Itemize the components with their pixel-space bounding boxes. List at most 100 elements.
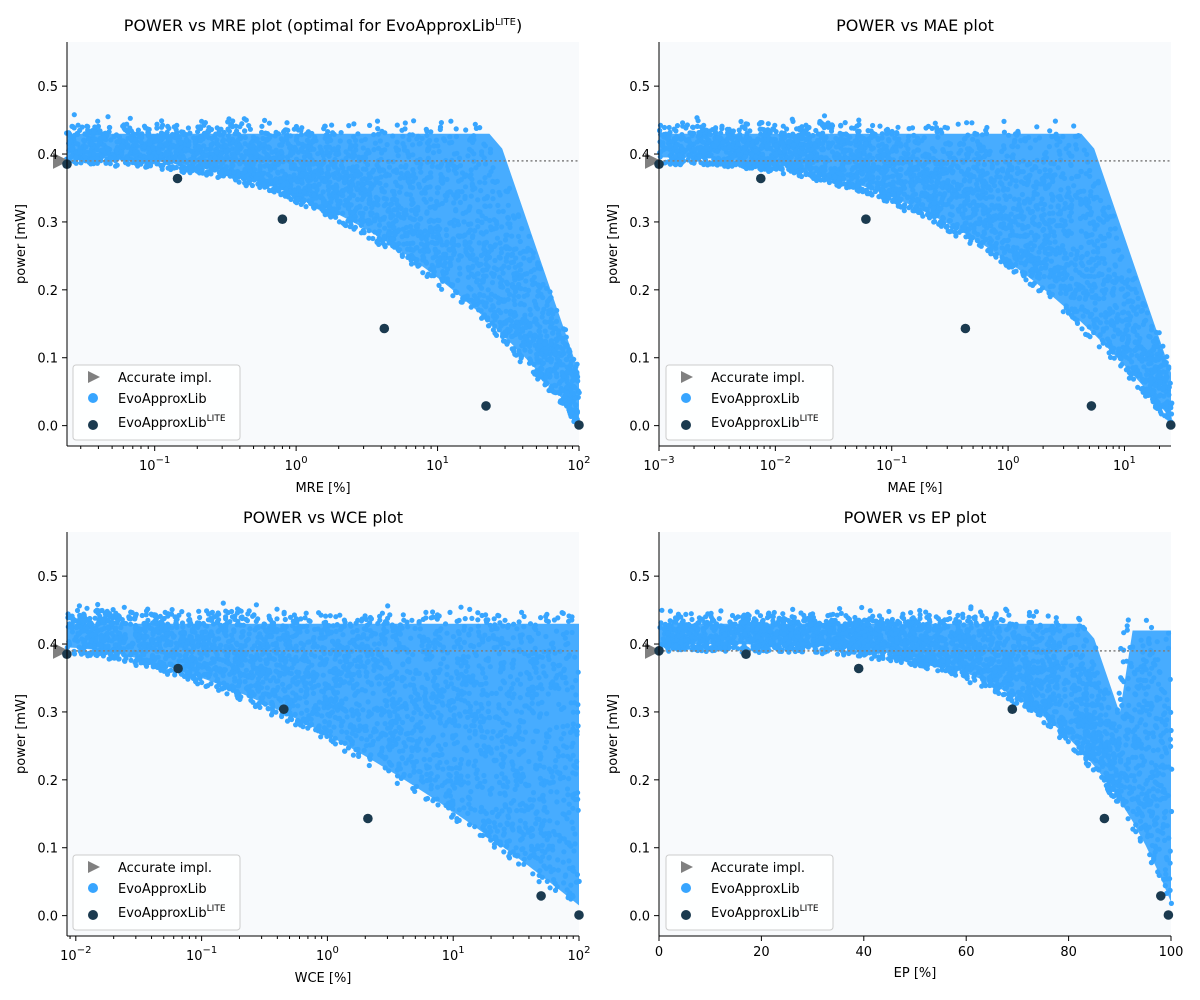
evo-point [458,177,464,183]
evoapproxlib-points [63,112,583,428]
evo-point [365,162,371,168]
evo-point [405,246,411,252]
evo-point [253,175,260,182]
evo-point [469,176,475,182]
evo-point [796,125,802,131]
evo-point [931,219,937,225]
evo-point [433,137,439,143]
y-tick-label: 0.1 [37,352,58,367]
evo-point [172,154,178,160]
evo-point [1075,189,1081,195]
evo-point [515,212,522,218]
evo-point [901,204,907,210]
evo-point [475,197,481,203]
evo-point [390,133,396,139]
evo-point [398,170,404,177]
evo-point [349,168,355,174]
evo-point [447,140,453,146]
evo-point [1075,133,1081,139]
evo-point [73,155,79,161]
evo-point [1007,181,1013,187]
evo-point [204,171,210,177]
evo-point [1015,144,1021,150]
evo-point [434,230,441,236]
evo-point [492,293,498,299]
evo-point [243,183,249,189]
evo-point [390,213,396,219]
evo-point [1084,266,1090,273]
evo-point [1126,268,1132,274]
evo-point [530,254,536,261]
evo-point [293,123,299,130]
evo-point [425,247,431,253]
evo-point [473,295,480,301]
evo-point [306,198,312,204]
evo-point [210,161,216,167]
evo-point [1058,285,1064,292]
evo-point [870,122,876,129]
evo-point [1119,254,1125,260]
evo-point [453,170,459,176]
evo-point [575,378,581,384]
evo-point [480,231,486,237]
evo-point [253,151,259,157]
evo-point [496,209,502,215]
evo-point [1069,175,1075,181]
evo-point [1074,194,1080,200]
evo-point [283,127,289,133]
evo-point [273,147,279,153]
evo-point [1100,236,1106,242]
evo-point [351,121,357,127]
evo-point [453,134,459,140]
evo-point [494,178,500,184]
evo-point [333,170,339,176]
evo-point [468,167,474,173]
evo-point [403,207,409,213]
evo-point [457,271,463,277]
evo-point [554,363,560,369]
evo-point [74,130,80,137]
evo-point [281,174,287,180]
evo-point [410,167,416,173]
evo-point [950,161,956,167]
evo-point [472,121,478,127]
evo-point [1070,314,1076,320]
evo-point [446,161,453,168]
evo-point [115,154,122,160]
evo-point [1106,204,1112,210]
evo-point [343,186,349,192]
evo-point [1047,251,1053,257]
evo-point [534,321,540,327]
evo-point [862,177,868,183]
evo-point [540,360,547,366]
evo-point [487,150,494,156]
evo-point [1019,223,1025,229]
evo-point [514,329,520,335]
evo-point [1106,350,1112,356]
evo-point [328,137,334,143]
evo-point [1037,168,1043,175]
evo-point [432,205,438,211]
x-tick-label: 100 [285,455,308,474]
evo-point [389,188,396,194]
evo-point [451,151,457,157]
evo-point [372,140,378,146]
evo-point [176,147,182,153]
evo-point [434,198,440,205]
evo-point [1018,179,1024,185]
evo-point [328,196,334,203]
evo-point [519,226,525,232]
evo-point [996,196,1002,202]
evo-point [422,228,428,234]
evo-point [544,381,550,387]
evo-point [457,199,463,206]
evo-point [478,261,484,267]
evo-point [502,329,508,335]
evo-point [410,254,416,260]
evo-point [503,308,509,314]
evo-point [526,233,532,239]
evo-point [242,134,248,141]
evo-point [939,130,945,136]
evo-point [813,127,819,134]
evo-point [1133,290,1139,296]
